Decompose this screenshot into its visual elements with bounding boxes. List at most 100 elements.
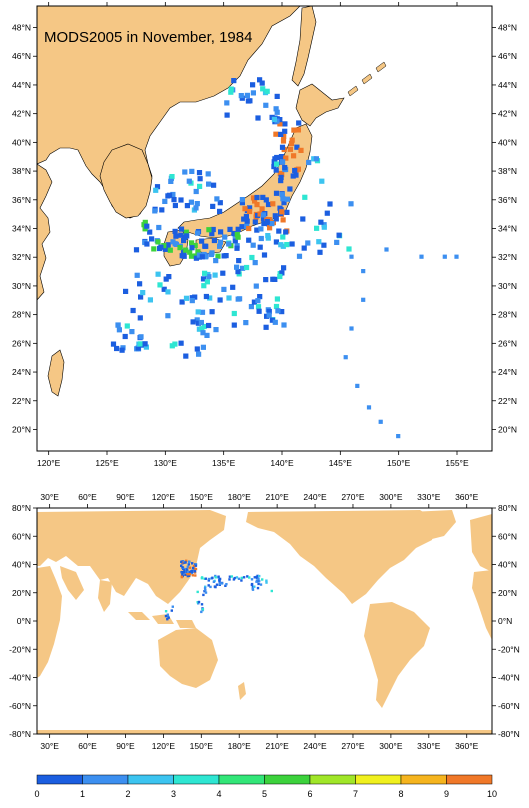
- observation-cell: [170, 609, 173, 612]
- colorbar-label: 5: [262, 789, 267, 799]
- observation-cell: [187, 563, 190, 566]
- observation-cell: [192, 565, 196, 568]
- observation-cell: [181, 566, 184, 569]
- observation-cell: [202, 243, 208, 249]
- observation-cell: [156, 224, 162, 231]
- observation-cell: [194, 574, 197, 577]
- observation-cell: [228, 578, 231, 581]
- observation-cell: [115, 322, 121, 328]
- observation-cell: [171, 197, 177, 203]
- observation-cell: [192, 242, 198, 249]
- observation-cell: [230, 575, 233, 578]
- observation-cell: [442, 254, 447, 259]
- observation-cell: [163, 276, 169, 282]
- india-arabia: [60, 566, 112, 612]
- global-y-label-left: 0°N: [17, 616, 31, 626]
- regional-y-label-right: 36°N: [498, 195, 517, 205]
- observation-cell: [199, 326, 205, 332]
- observation-cell: [244, 92, 250, 98]
- observation-cell: [180, 574, 184, 577]
- observation-cell: [161, 286, 167, 292]
- observation-cell: [252, 260, 258, 266]
- global-y-label-right: -80°N: [498, 729, 520, 739]
- observation-cell: [137, 315, 143, 321]
- observation-cell: [166, 192, 173, 198]
- regional-y-label-right: 46°N: [498, 51, 517, 61]
- global-y-label-right: 80°N: [498, 503, 517, 513]
- observation-cell: [184, 561, 187, 564]
- observation-cell: [155, 271, 161, 277]
- observation-cell: [279, 192, 285, 198]
- observation-cell: [203, 587, 207, 590]
- global-x-label-top: 210°E: [266, 492, 290, 502]
- global-x-label-bottom: 210°E: [266, 741, 290, 751]
- observation-cell: [196, 601, 199, 604]
- observation-cell: [213, 585, 217, 588]
- observation-cell: [246, 575, 249, 578]
- observation-cell: [190, 319, 196, 325]
- observation-cell: [282, 128, 288, 134]
- sakhalin: [291, 6, 317, 87]
- observation-cell: [204, 585, 207, 588]
- observation-cell: [159, 207, 165, 213]
- observation-cell: [179, 253, 185, 259]
- colorbar-swatch: [264, 774, 311, 785]
- observation-cell: [180, 560, 183, 563]
- observation-cell: [171, 605, 174, 608]
- observation-cell: [271, 164, 277, 170]
- observation-cell: [274, 154, 280, 161]
- observation-cell: [209, 585, 212, 589]
- observation-cell: [355, 383, 360, 388]
- observation-cell: [224, 112, 230, 118]
- observation-cell: [172, 202, 178, 209]
- observation-cell: [217, 243, 223, 249]
- observation-cell: [213, 258, 219, 264]
- observation-cell: [188, 571, 192, 574]
- observation-cell: [321, 224, 327, 230]
- observation-cell: [192, 294, 198, 300]
- observation-cell: [317, 249, 323, 255]
- observation-cell: [292, 167, 298, 174]
- observation-cell: [195, 320, 201, 326]
- observation-cell: [231, 78, 237, 84]
- observation-cell: [191, 574, 195, 577]
- observation-cell: [191, 566, 195, 570]
- observation-cell: [284, 242, 290, 248]
- observation-cell: [143, 344, 149, 350]
- observation-cell: [195, 309, 201, 315]
- observation-cell: [243, 213, 249, 219]
- north-america: [246, 510, 436, 604]
- observation-cell: [178, 232, 184, 238]
- observation-cell: [324, 210, 330, 216]
- observation-cell: [273, 131, 279, 137]
- global-x-label-top: 30°E: [40, 492, 59, 502]
- observation-cell: [178, 197, 184, 203]
- global-data-cells: [164, 559, 273, 621]
- observation-cell: [419, 254, 424, 259]
- observation-cell: [266, 308, 272, 315]
- observation-cell: [134, 272, 140, 278]
- observation-cell: [234, 264, 240, 270]
- observation-cell: [181, 571, 184, 574]
- observation-cell: [267, 225, 273, 231]
- observation-cell: [241, 216, 247, 222]
- observation-cell: [169, 343, 175, 349]
- korea-coast: [99, 143, 153, 219]
- observation-cell: [220, 582, 224, 585]
- regional-y-label-left: 26°N: [12, 338, 31, 348]
- observation-cell: [124, 323, 130, 329]
- observation-cell: [281, 322, 287, 328]
- regional-y-label-left: 44°N: [12, 80, 31, 90]
- global-x-label-bottom: 360°E: [455, 741, 479, 751]
- observation-cell: [272, 276, 278, 282]
- observation-cell: [274, 161, 280, 167]
- observation-cell: [278, 174, 284, 180]
- observation-cell: [194, 563, 198, 566]
- colorbar-label: 1: [80, 789, 85, 799]
- observation-cell: [195, 230, 201, 236]
- observation-cell: [293, 172, 299, 178]
- observation-cell: [212, 580, 216, 583]
- regional-y-label-right: 48°N: [498, 23, 517, 33]
- observation-cell: [259, 206, 265, 212]
- global-y-label-left: 60°N: [12, 531, 31, 541]
